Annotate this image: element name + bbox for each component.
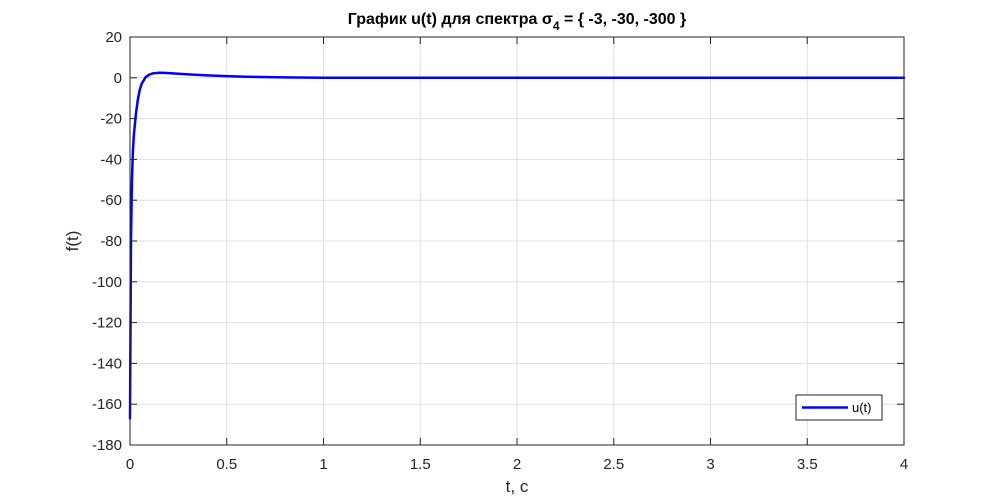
legend-label: u(t) — [852, 400, 872, 415]
x-tick-label: 4 — [900, 456, 908, 473]
x-tick-label: 2 — [513, 456, 521, 473]
x-tick-label: 0.5 — [216, 456, 237, 473]
x-axis-label: t, c — [506, 477, 529, 496]
y-tick-label: -140 — [92, 355, 122, 372]
chart-title-rest: = { -3, -30, -300 } — [560, 11, 687, 28]
grid — [129, 36, 905, 446]
x-tick-label: 1 — [319, 456, 327, 473]
y-tick-label: -160 — [92, 396, 122, 413]
series-line-u — [128, 71, 906, 420]
chart-title: График u(t) для спектра σ4 = { -3, -30, … — [348, 11, 687, 33]
ticks: 0 0.5 1 1.5 2 2.5 3 3.5 4 20 0 -20 -40 -60 -80 -100 -120… — [92, 29, 908, 473]
chart-title-main: График u(t) для спектра σ — [348, 11, 553, 28]
y-tick-label: 20 — [105, 29, 122, 46]
x-tick-label: 0 — [126, 456, 134, 473]
series-lines — [128, 71, 906, 420]
chart-title-subscript: 4 — [553, 19, 560, 33]
y-tick-label: -180 — [92, 437, 122, 454]
y-tick-label: -100 — [92, 274, 122, 291]
x-tick-label: 1.5 — [410, 456, 431, 473]
y-axis-label: f(t) — [63, 231, 82, 252]
x-tick-label: 2.5 — [603, 456, 624, 473]
y-tick-label: -120 — [92, 315, 122, 332]
legend: u(t) — [795, 394, 883, 421]
y-tick-label: 0 — [114, 70, 122, 87]
y-tick-label: -40 — [100, 151, 122, 168]
y-tick-label: -60 — [100, 192, 122, 209]
x-tick-label: 3.5 — [797, 456, 818, 473]
y-tick-label: -20 — [100, 111, 122, 128]
y-tick-label: -80 — [100, 233, 122, 250]
x-tick-label: 3 — [706, 456, 714, 473]
